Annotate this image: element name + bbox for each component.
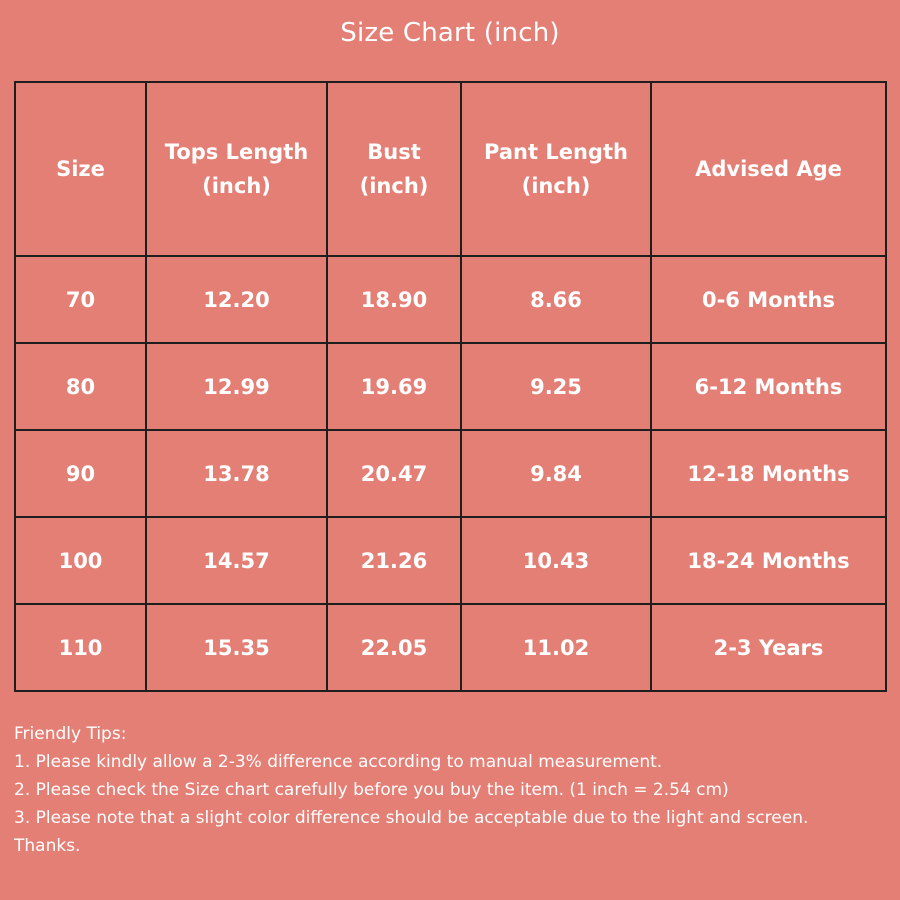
cell-advised-age: 0-6 Months xyxy=(650,255,887,344)
cell-advised-age: 18-24 Months xyxy=(650,516,887,605)
size-chart-table: Size Tops Length (inch) Bust (inch) Pant… xyxy=(14,81,887,692)
table-row: 110 15.35 22.05 11.02 2-3 Years xyxy=(14,603,887,692)
table-row: 80 12.99 19.69 9.25 6-12 Months xyxy=(14,342,887,431)
cell-pant-length: 11.02 xyxy=(460,603,652,692)
header-size-label: Size xyxy=(56,157,105,181)
tip-item: 2. Please check the Size chart carefully… xyxy=(14,780,729,800)
friendly-tips: Friendly Tips: 1. Please kindly allow a … xyxy=(14,720,874,860)
header-bust: Bust (inch) xyxy=(326,81,462,257)
cell-bust: 19.69 xyxy=(326,342,462,431)
header-advised-age: Advised Age xyxy=(650,81,887,257)
cell-bust: 18.90 xyxy=(326,255,462,344)
cell-size: 70 xyxy=(14,255,147,344)
cell-bust: 21.26 xyxy=(326,516,462,605)
cell-tops-length: 13.78 xyxy=(145,429,328,518)
header-bust-label: Bust xyxy=(367,140,421,164)
cell-advised-age: 2-3 Years xyxy=(650,603,887,692)
table-row: 90 13.78 20.47 9.84 12-18 Months xyxy=(14,429,887,518)
header-bust-unit: (inch) xyxy=(359,174,429,198)
tips-heading: Friendly Tips: xyxy=(14,724,127,744)
cell-size: 80 xyxy=(14,342,147,431)
page-title: Size Chart (inch) xyxy=(340,18,560,48)
table-row: 100 14.57 21.26 10.43 18-24 Months xyxy=(14,516,887,605)
table-header-row: Size Tops Length (inch) Bust (inch) Pant… xyxy=(14,81,887,257)
table-row: 70 12.20 18.90 8.66 0-6 Months xyxy=(14,255,887,344)
cell-pant-length: 8.66 xyxy=(460,255,652,344)
cell-pant-length: 9.84 xyxy=(460,429,652,518)
cell-pant-length: 9.25 xyxy=(460,342,652,431)
cell-size: 100 xyxy=(14,516,147,605)
cell-size: 90 xyxy=(14,429,147,518)
header-pant-length: Pant Length (inch) xyxy=(460,81,652,257)
cell-bust: 20.47 xyxy=(326,429,462,518)
cell-advised-age: 6-12 Months xyxy=(650,342,887,431)
cell-tops-length: 14.57 xyxy=(145,516,328,605)
header-size: Size xyxy=(14,81,147,257)
cell-tops-length: 15.35 xyxy=(145,603,328,692)
header-advised-age-label: Advised Age xyxy=(695,157,842,181)
cell-size: 110 xyxy=(14,603,147,692)
tip-item: 1. Please kindly allow a 2-3% difference… xyxy=(14,752,663,772)
cell-advised-age: 12-18 Months xyxy=(650,429,887,518)
cell-pant-length: 10.43 xyxy=(460,516,652,605)
cell-tops-length: 12.20 xyxy=(145,255,328,344)
header-tops-length-label: Tops Length xyxy=(164,140,309,164)
header-tops-length-unit: (inch) xyxy=(202,174,271,198)
header-pant-length-label: Pant Length xyxy=(484,140,628,164)
header-tops-length: Tops Length (inch) xyxy=(145,81,328,257)
cell-bust: 22.05 xyxy=(326,603,462,692)
tip-item: 3. Please note that a slight color diffe… xyxy=(14,808,809,856)
cell-tops-length: 12.99 xyxy=(145,342,328,431)
header-pant-length-unit: (inch) xyxy=(521,174,591,198)
